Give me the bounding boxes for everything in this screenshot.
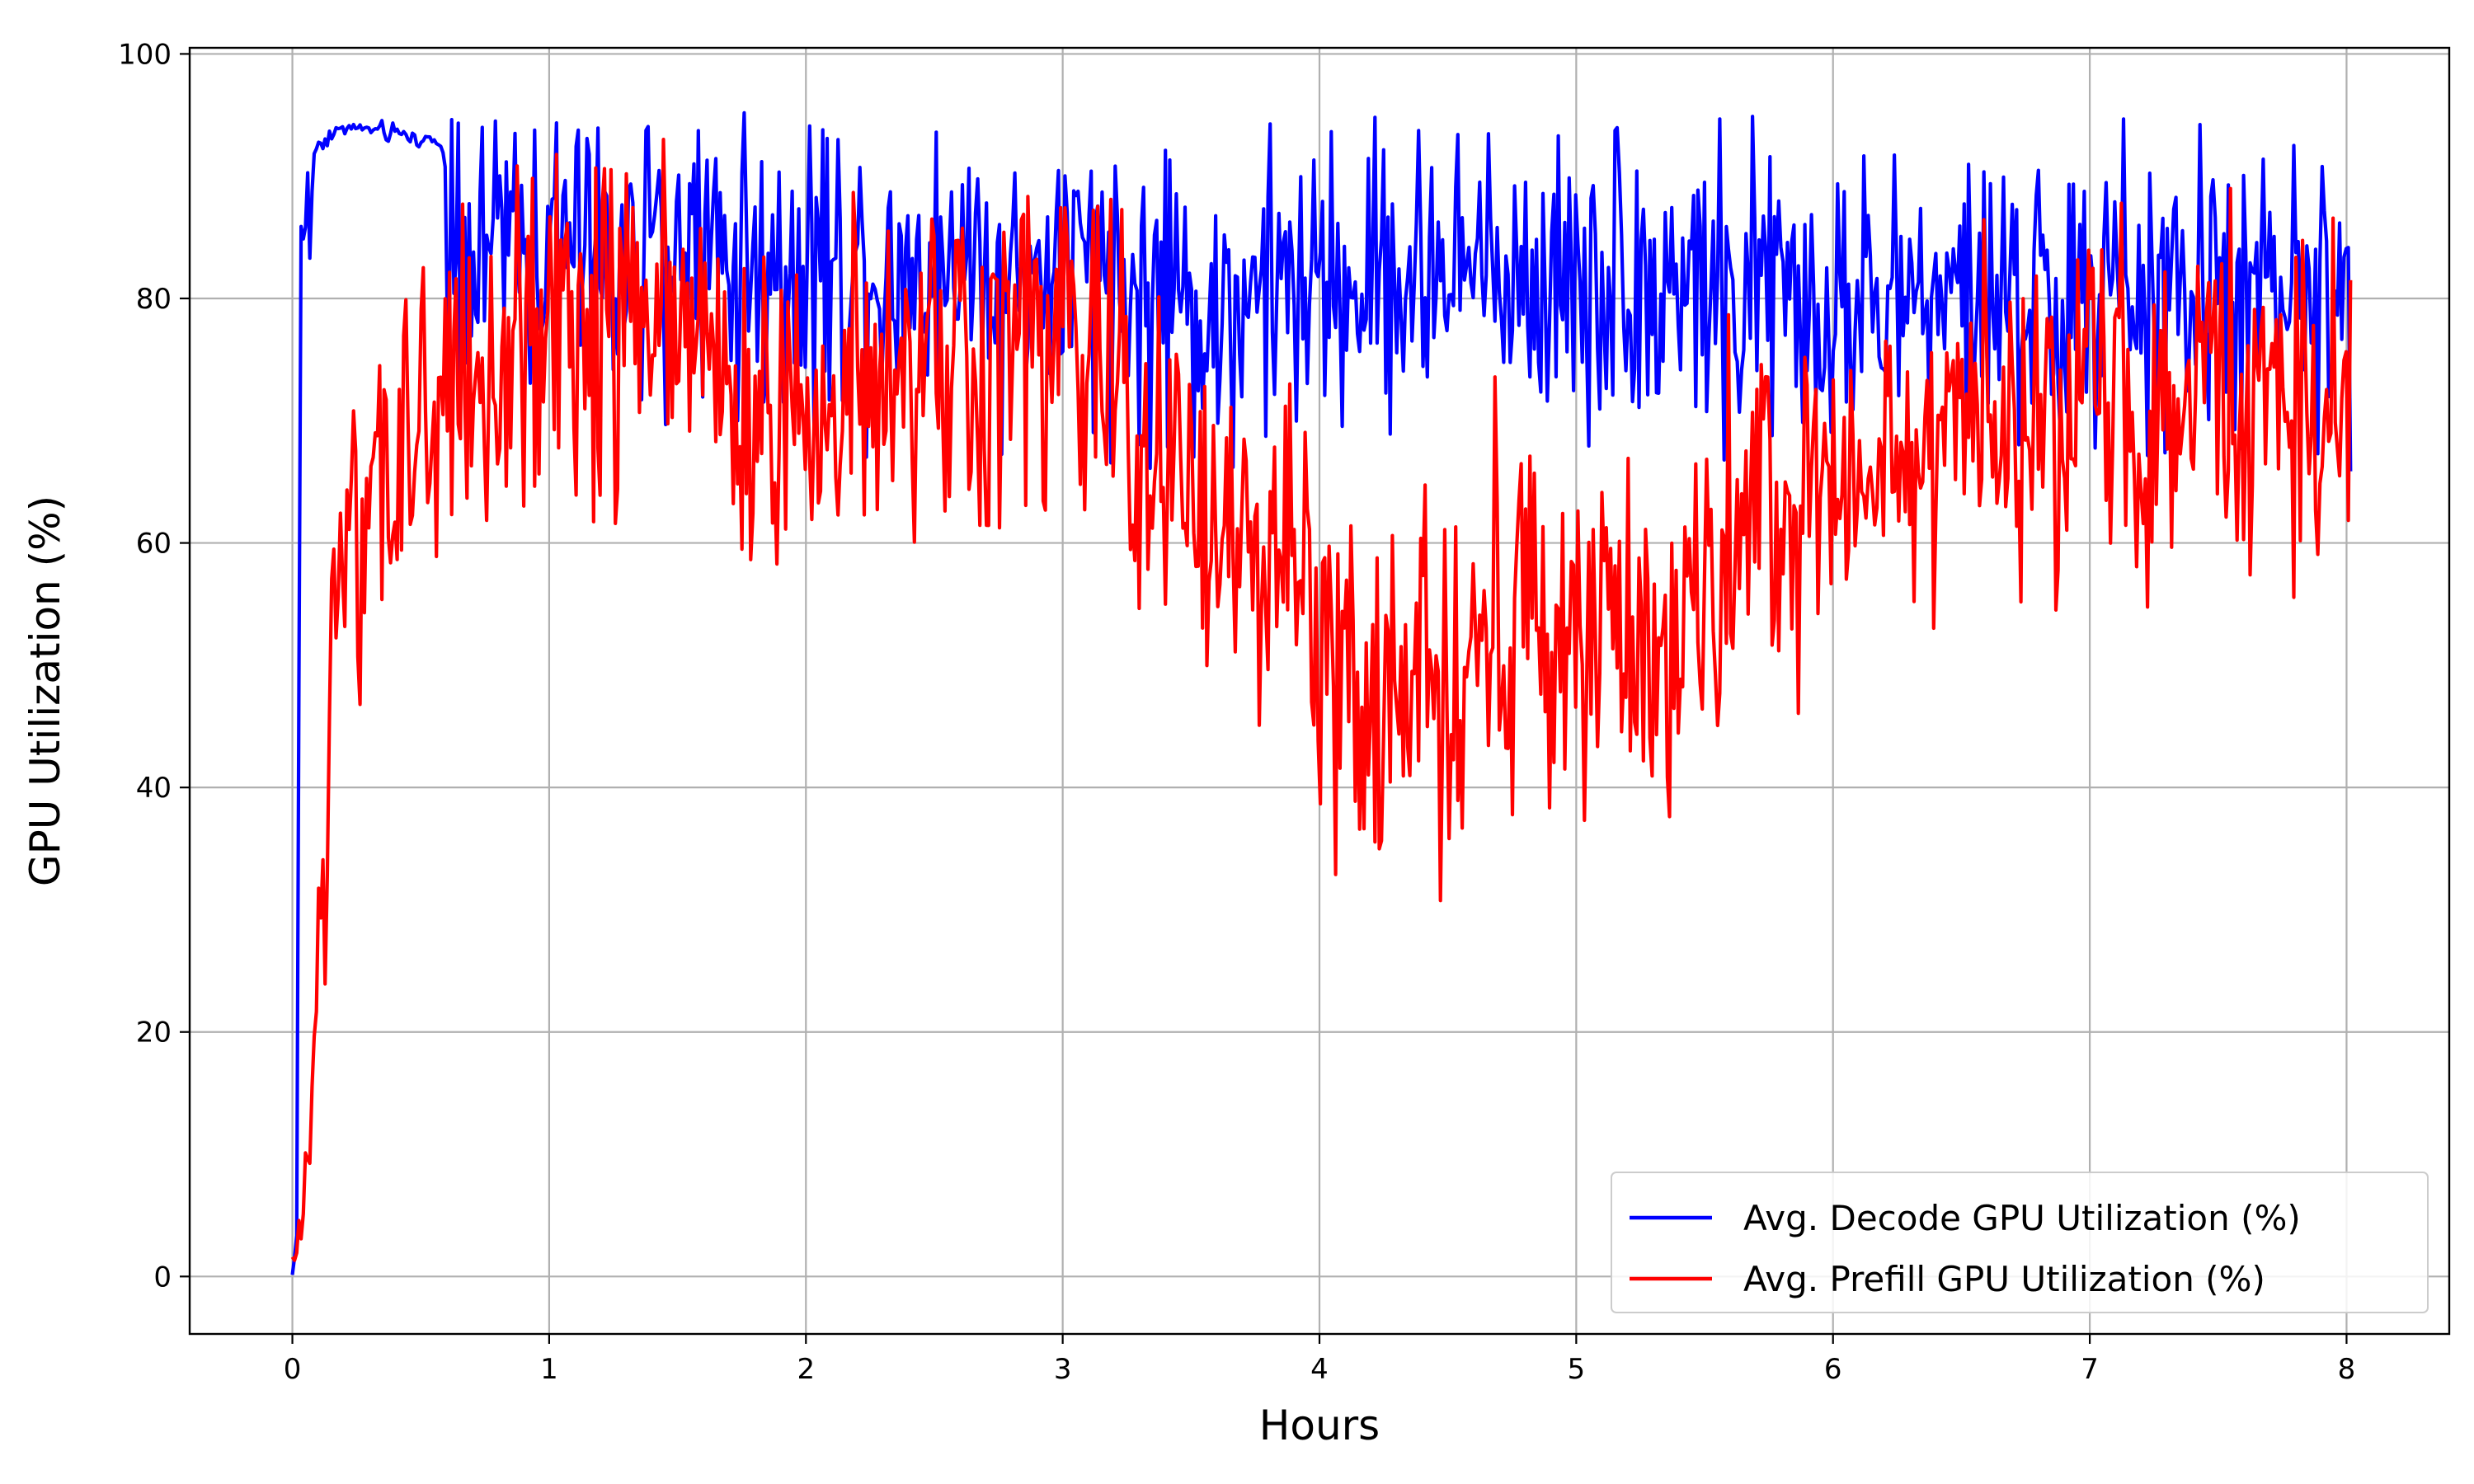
x-tick-label: 3 [1054,1353,1072,1386]
x-tick-label: 0 [284,1353,302,1386]
x-tick-label: 4 [1310,1353,1329,1386]
series-lines [290,110,2353,1275]
y-tick-label: 100 [118,38,172,71]
legend-label-decode: Avg. Decode GPU Utilization (%) [1743,1198,2301,1238]
x-tick-label: 5 [1568,1353,1586,1386]
y-tick-label: 60 [136,528,172,561]
legend-box [1611,1172,2429,1313]
legend: Avg. Decode GPU Utilization (%) Avg. Pre… [1611,1172,2429,1313]
legend-label-prefill: Avg. Prefill GPU Utilization (%) [1743,1259,2265,1299]
x-tick-label: 6 [1824,1353,1842,1386]
y-tick-label: 80 [136,283,172,316]
y-tick-label: 40 [136,772,172,805]
x-tick-label: 7 [2081,1353,2099,1386]
y-tick-label: 20 [136,1017,172,1050]
x-axis-title: Hours [1259,1402,1380,1449]
y-axis-title: GPU Utilization (%) [21,495,69,886]
x-tick-label: 2 [797,1353,815,1386]
x-tick-label: 8 [2338,1353,2356,1386]
series-line-prefill [290,138,2353,1262]
x-tick-label: 1 [540,1353,558,1386]
y-tick-label: 0 [153,1261,172,1294]
